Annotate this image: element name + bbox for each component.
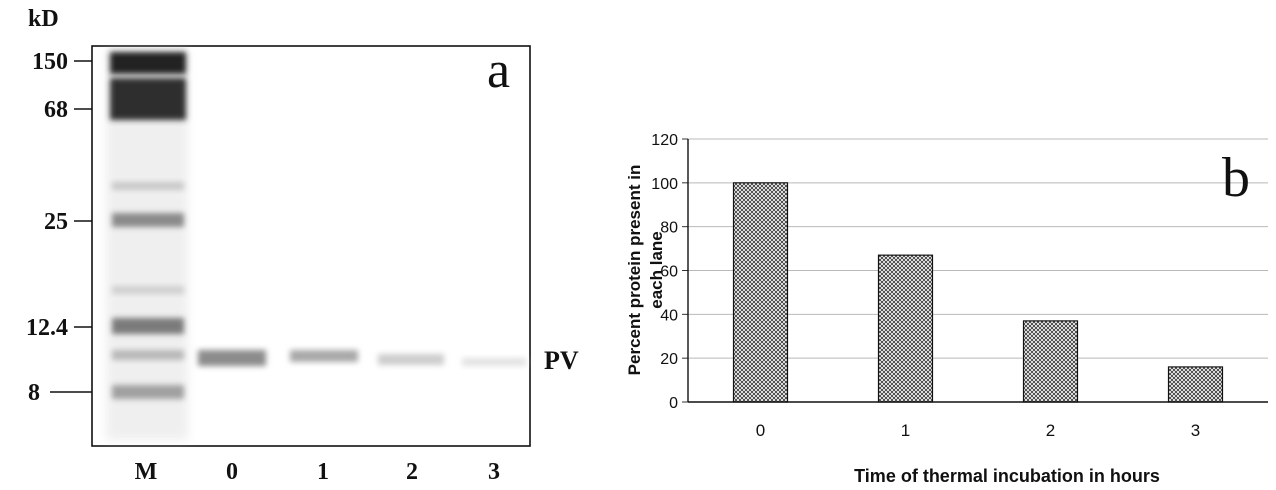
lane-label-1: 1 — [317, 459, 329, 485]
y-tick-label: 20 — [660, 351, 678, 368]
x-tick-label: 2 — [1046, 421, 1055, 440]
bar-3 — [1167, 366, 1224, 403]
lane-labels: M 0 1 2 3 — [135, 459, 500, 485]
x-tick-label: 0 — [756, 421, 765, 440]
marker-label-12-4: 12.4 — [26, 315, 68, 341]
lane-label-2: 2 — [406, 459, 418, 485]
marker-band-8 — [112, 385, 184, 399]
marker-band-faint-1 — [112, 182, 184, 190]
marker-labels: 150 68 25 12.4 8 — [26, 49, 92, 406]
band-lane-2 — [378, 354, 444, 365]
gel-panel: kD 150 68 25 — [26, 6, 579, 485]
marker-label-8: 8 — [28, 380, 40, 406]
panel-letter-a: a — [487, 42, 510, 99]
y-tick-label: 100 — [651, 176, 678, 193]
bar-1 — [877, 254, 934, 403]
band-label-pv: PV — [544, 346, 579, 375]
marker-lane — [106, 50, 188, 440]
lane-label-3: 3 — [488, 459, 500, 485]
x-axis-title: Time of thermal incubation in hours — [854, 466, 1160, 486]
chart-bars — [732, 182, 1224, 403]
x-tick-label: 3 — [1191, 421, 1200, 440]
marker-band-25 — [112, 213, 184, 227]
sample-bands — [198, 350, 526, 366]
y-tick-label: 80 — [660, 220, 678, 237]
band-lane-0 — [198, 350, 266, 366]
chart-panel: 0 20 40 60 80 100 120 0 1 2 3 Percent protein pre… — [625, 132, 1268, 486]
bar-0 — [732, 182, 789, 403]
chart-axes — [687, 139, 1268, 403]
unit-label: kD — [28, 6, 59, 32]
y-tick-label: 120 — [651, 132, 678, 149]
bar-2 — [1022, 320, 1079, 403]
chart-x-tick-labels: 0 1 2 3 — [756, 421, 1200, 440]
y-axis-title-line-1: Percent protein present in — [625, 165, 644, 376]
marker-band-68 — [110, 78, 186, 120]
marker-band-12-4 — [112, 318, 184, 334]
y-tick-label: 40 — [660, 307, 678, 324]
y-tick-label: 60 — [660, 264, 678, 281]
y-axis-title-line-2: each lane — [647, 231, 666, 309]
panel-letter-b: b — [1222, 147, 1250, 209]
band-lane-3 — [462, 358, 526, 366]
band-lane-1 — [290, 350, 358, 362]
marker-label-25: 25 — [44, 209, 68, 235]
y-tick-label: 0 — [669, 395, 678, 412]
chart-y-tick-labels: 0 20 40 60 80 100 120 — [651, 132, 678, 412]
marker-label-68: 68 — [44, 97, 68, 123]
lane-label-m: M — [135, 459, 158, 485]
x-tick-label: 1 — [901, 421, 910, 440]
marker-band-mid — [112, 350, 184, 360]
marker-band-150 — [110, 52, 186, 74]
marker-band-faint-2 — [112, 286, 184, 294]
lane-label-0: 0 — [226, 459, 238, 485]
marker-label-150: 150 — [32, 49, 68, 75]
